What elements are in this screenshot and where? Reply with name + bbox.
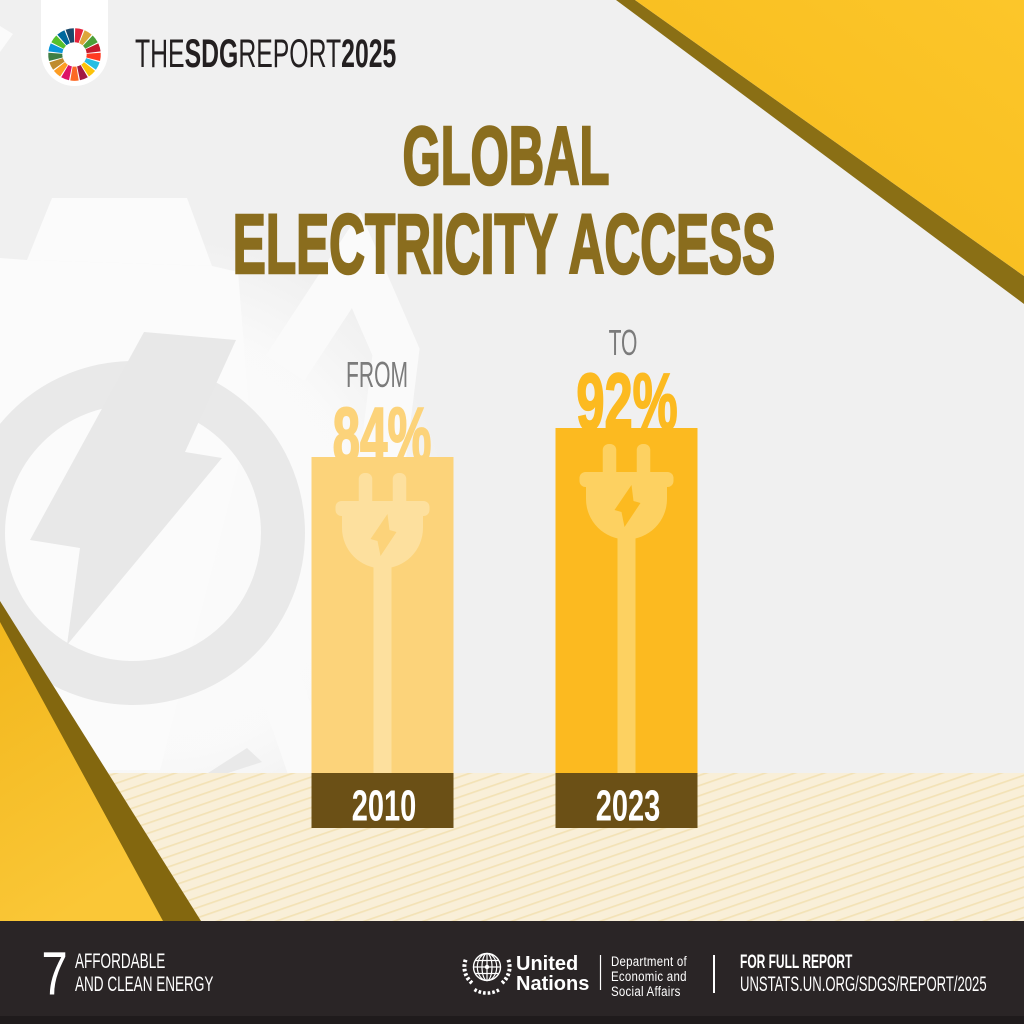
svg-text:2010: 2010 bbox=[352, 780, 417, 830]
svg-text:ELECTRICITY ACCESS: ELECTRICITY ACCESS bbox=[233, 197, 775, 291]
svg-text:UNSTATS.UN.ORG/SDGS/REPORT/202: UNSTATS.UN.ORG/SDGS/REPORT/2025 bbox=[740, 972, 987, 996]
svg-text:Nations: Nations bbox=[516, 973, 589, 995]
svg-text:AFFORDABLE: AFFORDABLE bbox=[75, 949, 165, 973]
svg-text:FROM: FROM bbox=[346, 355, 408, 395]
svg-text:GLOBAL: GLOBAL bbox=[403, 110, 610, 203]
svg-text:Economic and: Economic and bbox=[611, 969, 687, 984]
svg-text:FOR FULL REPORT: FOR FULL REPORT bbox=[740, 951, 852, 973]
svg-text:Department of: Department of bbox=[611, 954, 687, 969]
svg-text:Social Affairs: Social Affairs bbox=[611, 984, 681, 999]
svg-text:7: 7 bbox=[42, 940, 68, 1008]
svg-text:2023: 2023 bbox=[596, 780, 661, 830]
svg-text:United: United bbox=[516, 953, 578, 975]
svg-text:TO: TO bbox=[609, 323, 638, 363]
svg-text:THESDGREPORT2025: THESDGREPORT2025 bbox=[135, 32, 396, 76]
svg-text:AND CLEAN ENERGY: AND CLEAN ENERGY bbox=[75, 972, 214, 996]
